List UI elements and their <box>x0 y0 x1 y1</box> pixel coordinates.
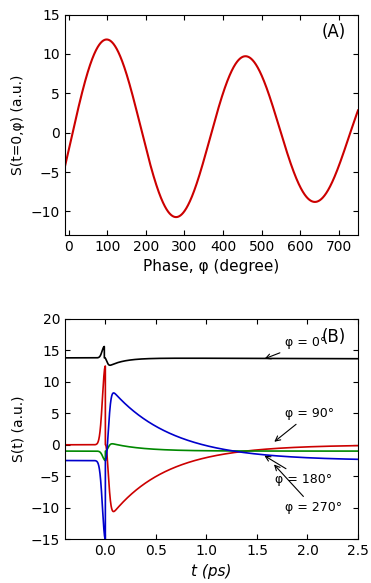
Text: φ = 90°: φ = 90° <box>275 407 334 441</box>
Text: (A): (A) <box>322 23 346 41</box>
X-axis label: Phase, φ (degree): Phase, φ (degree) <box>143 259 280 275</box>
Text: φ = 0°: φ = 0° <box>266 336 326 359</box>
X-axis label: t (ps): t (ps) <box>191 564 232 579</box>
Text: φ = 180°: φ = 180° <box>265 456 332 486</box>
Y-axis label: S(t) (a.u.): S(t) (a.u.) <box>11 396 25 462</box>
Y-axis label: S(t=0,φ) (a.u.): S(t=0,φ) (a.u.) <box>11 75 25 175</box>
Text: φ = 270°: φ = 270° <box>275 465 342 514</box>
Text: (B): (B) <box>322 328 346 346</box>
